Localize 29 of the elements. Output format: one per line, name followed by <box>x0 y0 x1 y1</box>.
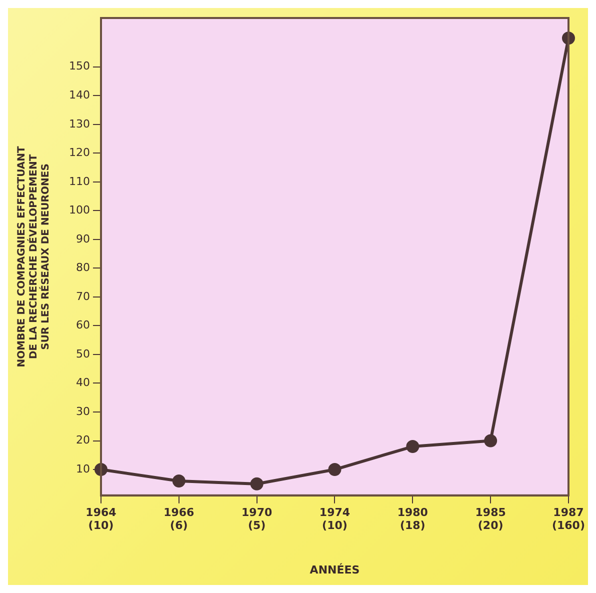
x-tick-label: 1985 (20) <box>475 506 506 532</box>
y-tick-label: 80 <box>76 261 90 274</box>
point <box>406 440 420 454</box>
y-tick-label: 90 <box>76 232 90 246</box>
point <box>484 434 498 448</box>
x-tick-label: 1966 (6) <box>164 506 195 532</box>
point <box>328 463 342 476</box>
y-tick-label: 130 <box>68 117 90 130</box>
point <box>250 477 264 490</box>
x-tick-label: 1964 (10) <box>86 506 117 532</box>
x-tick-label: 1987 (160) <box>552 506 586 532</box>
y-tick-label: 150 <box>68 60 90 73</box>
x-tick-label: 1980 (18) <box>397 506 428 532</box>
x-axis-title: ANNÉES <box>310 562 360 576</box>
y-tick-label: 120 <box>68 146 90 160</box>
x-tick-label: 1970 (5) <box>242 506 272 532</box>
y-axis-title: NOMBRE DE COMPAGNIES EFFECTUANT DE LA RECHERCHE DÉVELOPPEMENT SUR LES RÉSEAUX DE NEURONES <box>16 146 52 368</box>
y-tick-label: 10 <box>76 462 90 476</box>
y-tick-label: 110 <box>68 174 90 188</box>
point <box>172 474 186 488</box>
x-tick-label: 1974 (10) <box>319 506 350 532</box>
y-tick-label: 20 <box>76 434 90 447</box>
y-tick-label: 60 <box>76 318 90 332</box>
y-tick-label: 30 <box>76 404 90 418</box>
y-tick-label: 140 <box>68 88 90 102</box>
y-tick-label: 40 <box>76 376 90 390</box>
y-tick-label: 100 <box>68 204 90 217</box>
y-tick-label: 70 <box>76 290 90 303</box>
y-tick-label: 50 <box>76 347 90 360</box>
